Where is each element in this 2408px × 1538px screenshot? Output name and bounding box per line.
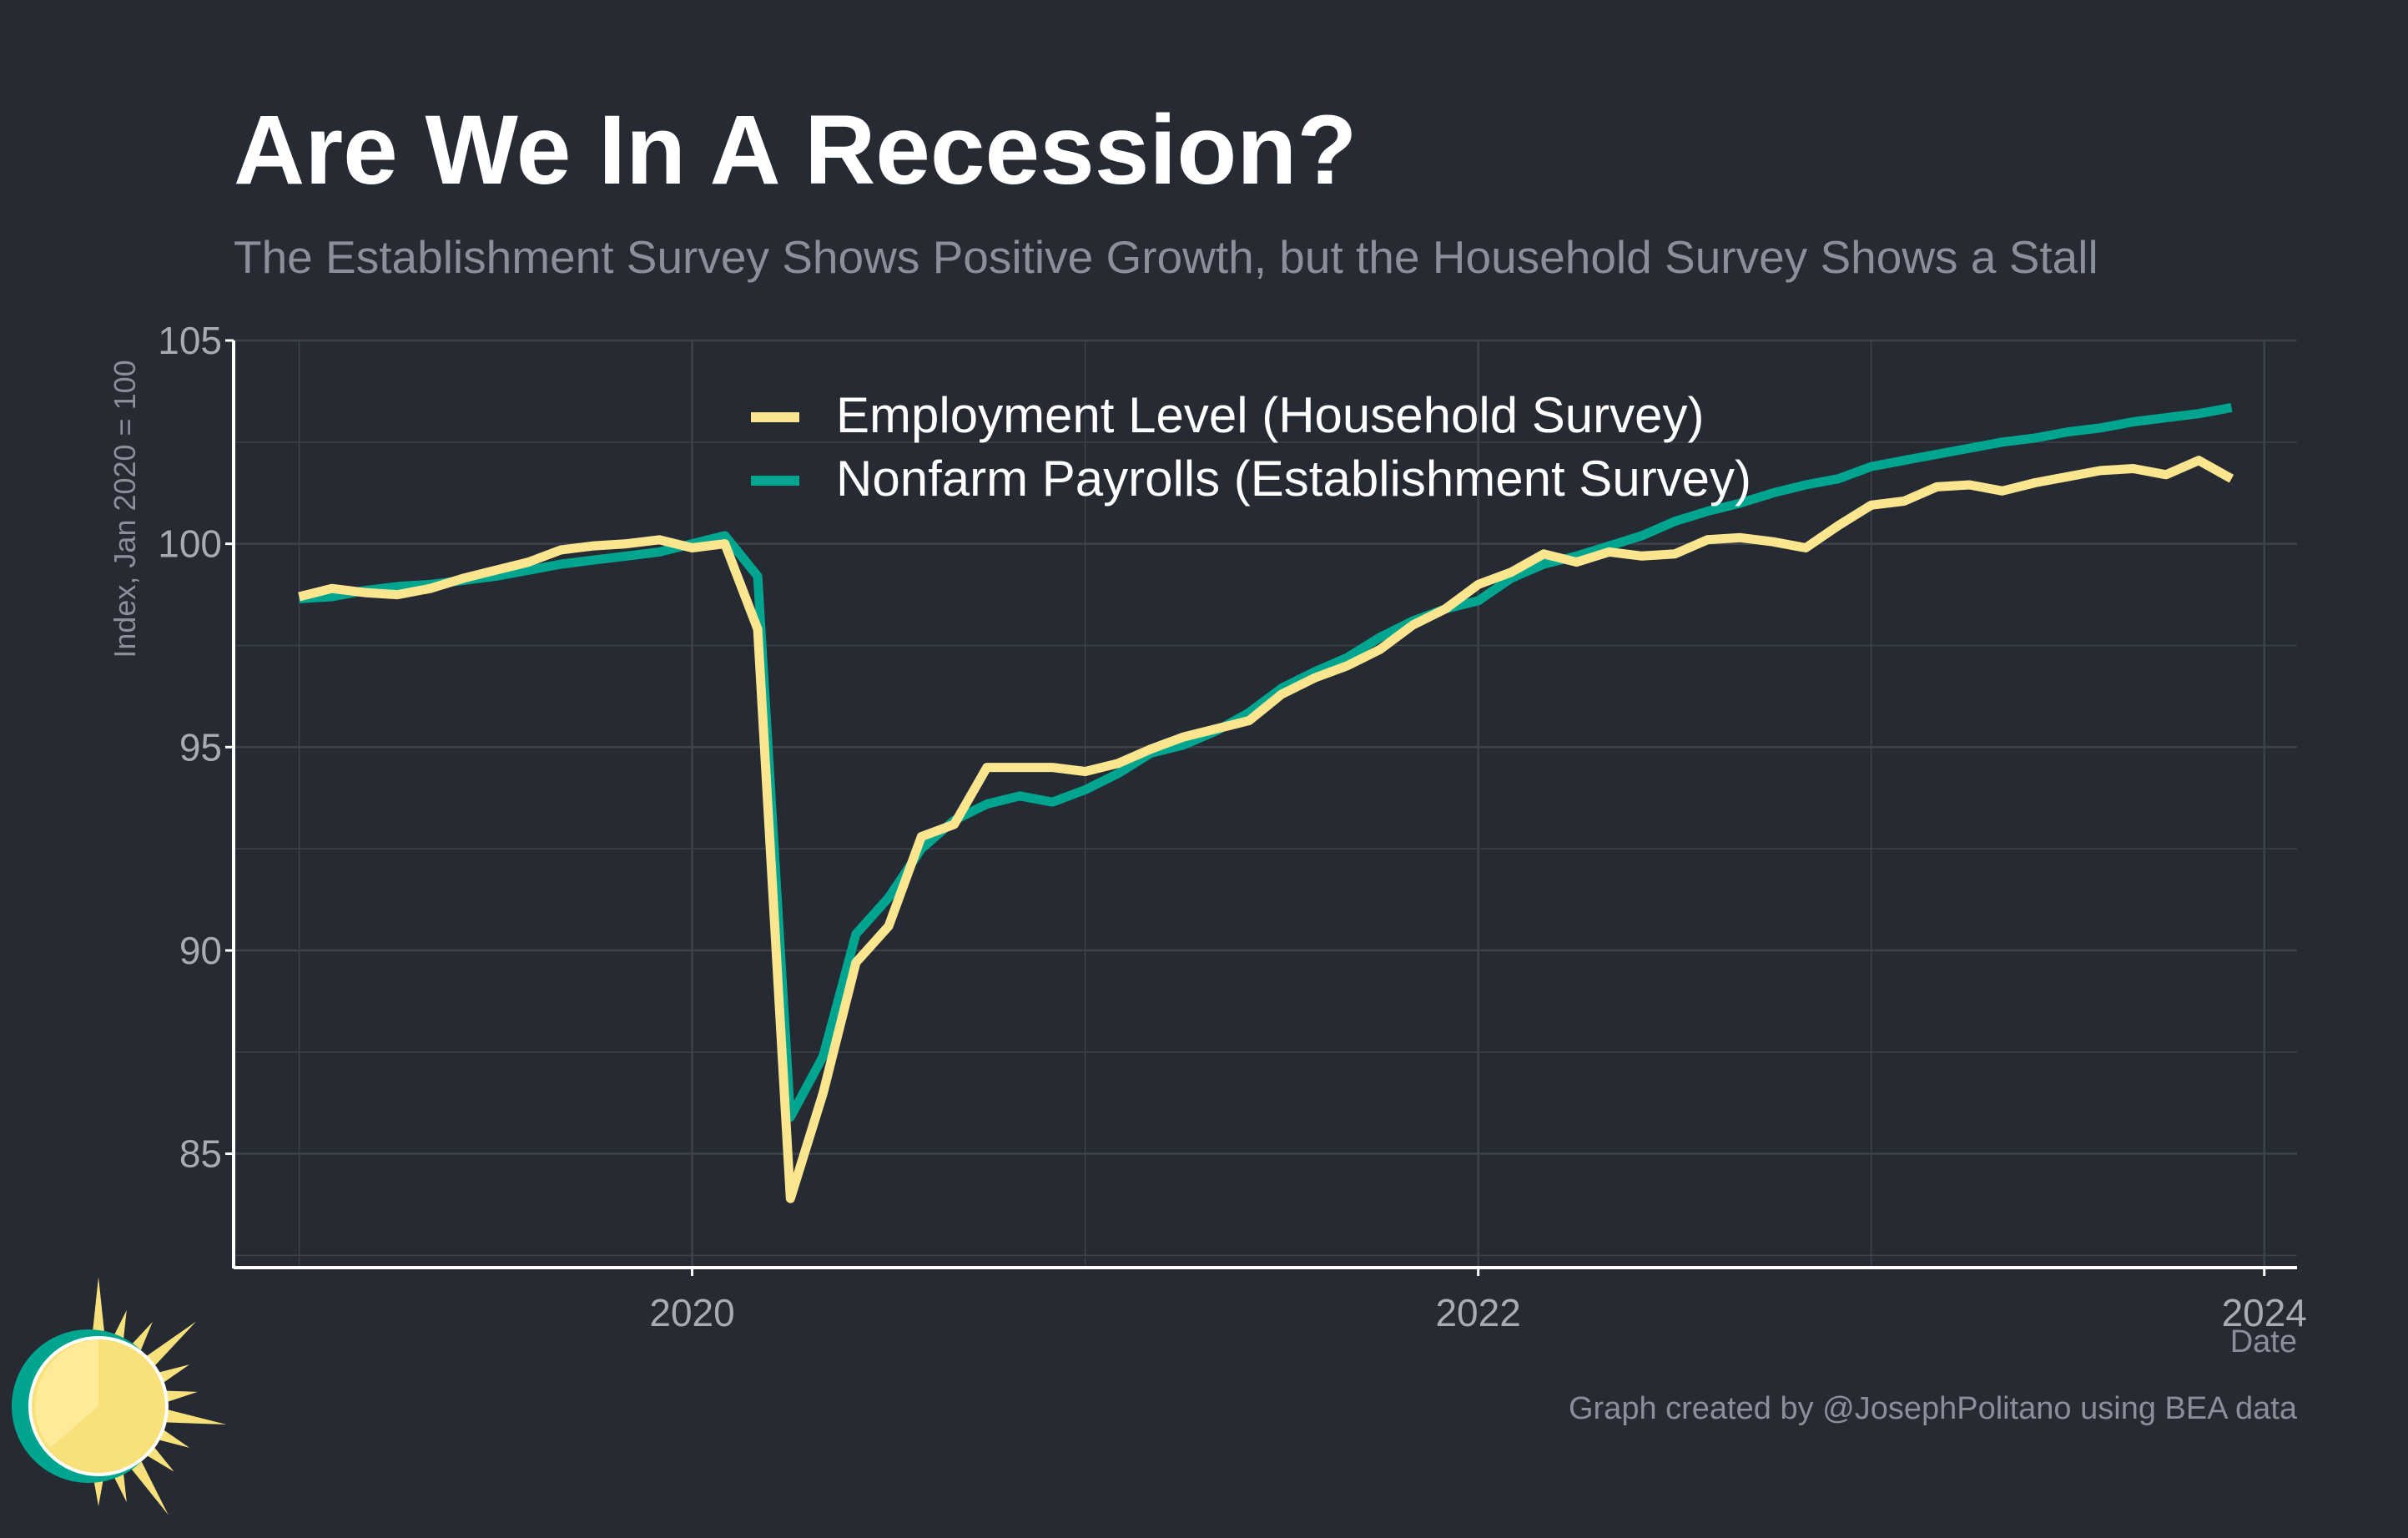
x-tick-label: 2024 bbox=[2222, 1291, 2307, 1334]
series-line-nonfarm-payrolls bbox=[299, 402, 2233, 1122]
x-axis-label: Date bbox=[2230, 1324, 2297, 1359]
y-axis-label: Index, Jan 2020 = 100 bbox=[108, 360, 142, 658]
x-axis-ticks: 2020 2022 2024 bbox=[649, 1268, 2307, 1334]
chart-subtitle: The Establishment Survey Shows Positive … bbox=[234, 231, 2098, 283]
legend-label-employment-level: Employment Level (Household Survey) bbox=[836, 387, 1704, 443]
sun-logo-icon bbox=[12, 1277, 227, 1515]
legend: Employment Level (Household Survey) Nonf… bbox=[751, 387, 1751, 507]
y-tick-label: 105 bbox=[158, 319, 222, 362]
chart-title: Are We In A Recession? bbox=[234, 95, 1357, 205]
y-axis-ticks: 85 90 95 100 105 bbox=[158, 319, 234, 1176]
y-tick-label: 90 bbox=[179, 929, 222, 972]
source-caption: Graph created by @JosephPolitano using B… bbox=[1569, 1391, 2298, 1426]
series-lines bbox=[298, 402, 2234, 1203]
y-tick-label: 95 bbox=[179, 725, 222, 769]
legend-label-nonfarm-payrolls: Nonfarm Payrolls (Establishment Survey) bbox=[836, 451, 1751, 507]
series-line-employment-level bbox=[298, 456, 2234, 1203]
x-tick-label: 2020 bbox=[649, 1291, 734, 1334]
x-tick-label: 2022 bbox=[1435, 1291, 1520, 1334]
y-tick-label: 85 bbox=[179, 1132, 222, 1176]
minor-gridlines bbox=[234, 340, 2297, 1268]
y-tick-label: 100 bbox=[158, 522, 222, 566]
